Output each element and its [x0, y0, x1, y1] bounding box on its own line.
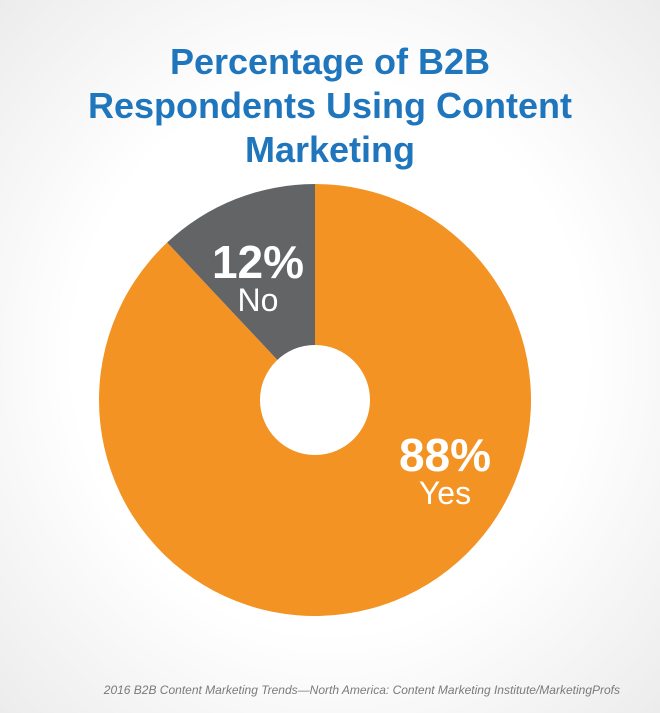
category-label: Yes — [419, 475, 471, 511]
chart-title: Percentage of B2B Respondents Using Cont… — [88, 41, 572, 170]
pie-slice — [167, 184, 315, 400]
source-note: 2016 B2B Content Marketing Trends—North … — [103, 683, 620, 697]
value-label: 88% — [399, 429, 491, 481]
value-label: 12% — [212, 236, 304, 288]
donut-hole — [260, 345, 370, 455]
category-label: No — [238, 282, 279, 318]
